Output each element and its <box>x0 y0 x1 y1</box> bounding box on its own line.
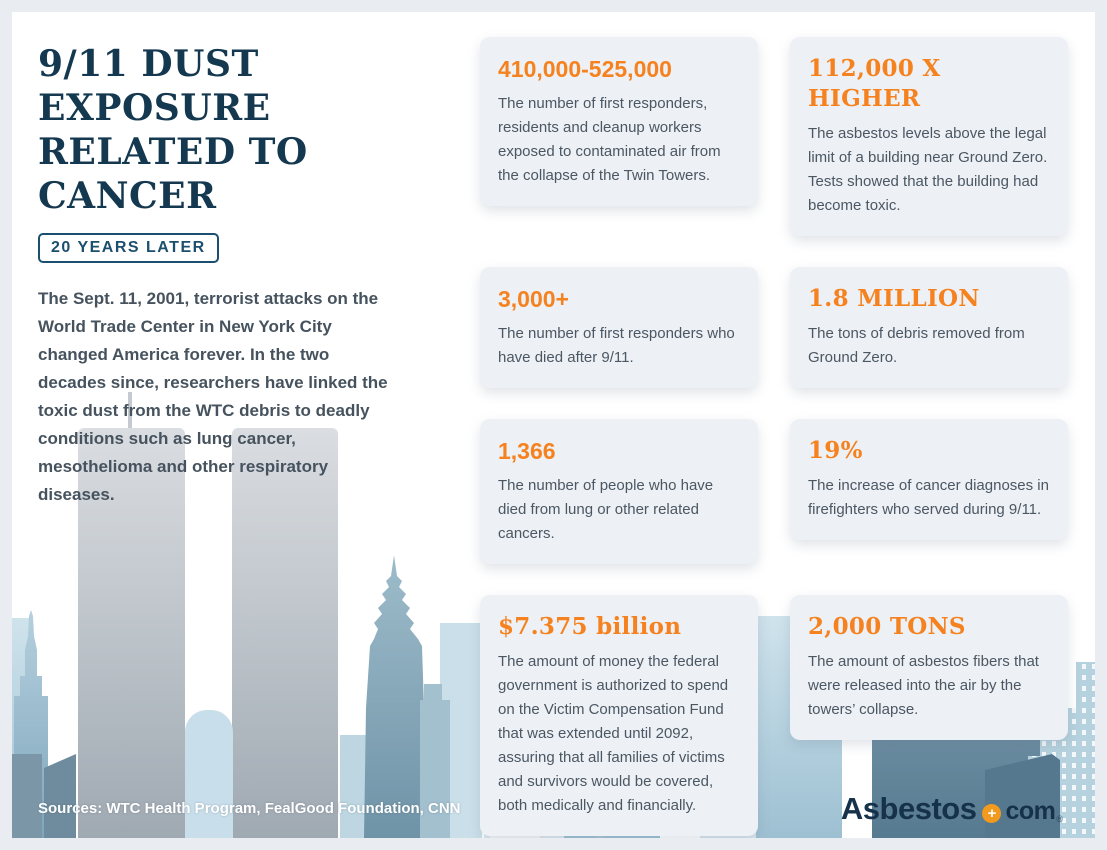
page-title-line1: 9/11 DUST EXPOSURE <box>38 43 271 129</box>
stat-card-cancer-deaths: 1,366 The number of people who have died… <box>480 419 758 564</box>
stat-card-exposed-count: 410,000-525,000 The number of first resp… <box>480 37 758 206</box>
page-title: 9/11 DUST EXPOSURE RELATED TO CANCER <box>38 42 418 218</box>
twin-tower-antenna <box>128 392 132 434</box>
stat-description: The number of people who have died from … <box>498 477 714 542</box>
building-mid-steel <box>420 700 450 838</box>
twin-tower-right <box>232 428 338 838</box>
stat-value: 1.8 MILLION <box>808 285 980 312</box>
stat-card-firefighter-increase: 19% The increase of cancer diagnoses in … <box>790 419 1068 540</box>
stat-description: The asbestos levels above the legal limi… <box>808 125 1048 214</box>
intro-column: 9/11 DUST EXPOSURE RELATED TO CANCER 20 … <box>38 42 418 526</box>
stat-value: 410,000-525,000 <box>498 56 672 82</box>
stat-description: The amount of money the federal governme… <box>498 653 729 814</box>
stat-description: The increase of cancer diagnoses in fire… <box>808 477 1049 518</box>
stat-description: The amount of asbestos fibers that were … <box>808 653 1039 718</box>
stat-card-asbestos-fibers: 2,000 TONS The amount of asbestos fibers… <box>790 595 1068 740</box>
building-dark-left-block <box>12 754 42 838</box>
stat-card-asbestos-levels: 112,000 X HIGHER The asbestos levels abo… <box>790 37 1068 236</box>
building-slanted-dark <box>985 754 1060 838</box>
logo-tld: com <box>1005 797 1056 825</box>
stat-value: 112,000 X HIGHER <box>808 55 941 112</box>
stat-card-debris-tons: 1.8 MILLION The tons of debris removed f… <box>790 267 1068 388</box>
stat-value: 19% <box>808 437 863 464</box>
stat-value: 2,000 TONS <box>808 613 966 640</box>
sources-text: Sources: WTC Health Program, FealGood Fo… <box>38 800 461 817</box>
building-step-small <box>424 684 442 702</box>
years-later-badge: 20 YEARS LATER <box>38 233 219 263</box>
stat-card-compensation-fund: $7.375 billion The amount of money the f… <box>480 595 758 836</box>
building-angled-left <box>44 754 76 838</box>
plus-circle-icon: + <box>982 804 1002 823</box>
twin-tower-left <box>78 428 185 838</box>
asbestos-com-logo[interactable]: Asbestos + com ® <box>841 791 1063 827</box>
logo-wordmark: Asbestos <box>840 791 977 826</box>
building-rounded-between-towers <box>185 710 233 838</box>
stat-description: The tons of debris removed from Ground Z… <box>808 325 1025 366</box>
building-chrysler <box>364 555 424 838</box>
stat-description: The number of first responders who have … <box>498 325 735 366</box>
intro-paragraph: The Sept. 11, 2001, terrorist attacks on… <box>38 289 388 504</box>
stats-grid: 410,000-525,000 The number of first resp… <box>480 37 1068 836</box>
registered-trademark-icon: ® <box>1056 814 1063 824</box>
stat-value: 3,000+ <box>498 286 569 312</box>
stat-description: The number of first responders, resident… <box>498 95 721 184</box>
stat-value: $7.375 billion <box>498 613 682 640</box>
page-title-line2: RELATED TO CANCER <box>38 131 308 217</box>
stat-card-responders-died: 3,000+ The number of first responders wh… <box>480 267 758 388</box>
stat-value: 1,366 <box>498 438 556 464</box>
